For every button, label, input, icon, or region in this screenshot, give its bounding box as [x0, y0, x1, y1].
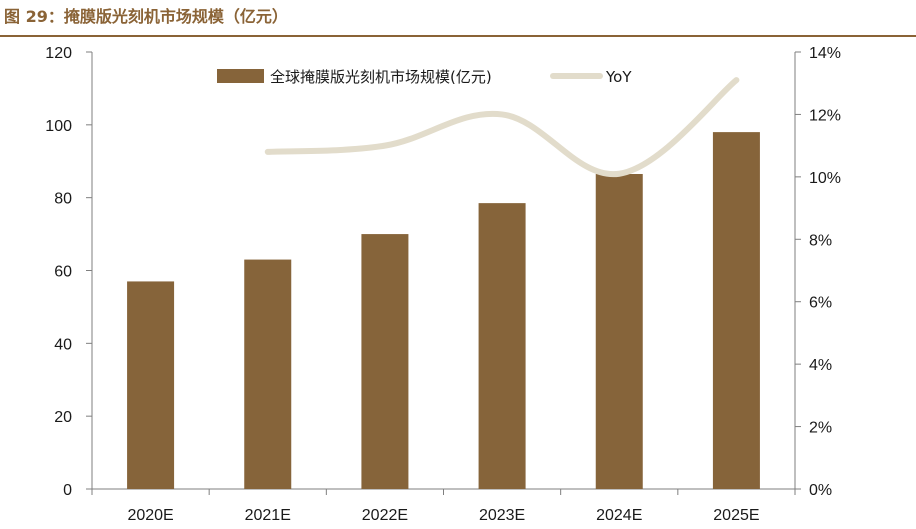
left-axis-tick-label: 60	[54, 264, 72, 281]
title-divider	[0, 35, 916, 37]
x-axis-tick-label: 2025E	[713, 507, 759, 524]
left-axis-tick-label: 20	[54, 409, 72, 426]
right-axis-tick-label: 4%	[809, 357, 832, 374]
right-axis-tick-label: 10%	[809, 170, 841, 187]
x-axis-tick-label: 2024E	[596, 507, 642, 524]
x-axis-tick-label: 2023E	[479, 507, 525, 524]
bar	[712, 132, 760, 489]
yoy-series	[264, 77, 740, 178]
left-axis-tick-label: 40	[54, 336, 72, 353]
x-axis-tick-label: 2021E	[245, 507, 291, 524]
bar	[127, 281, 175, 489]
left-axis-tick-label: 0	[63, 482, 72, 499]
x-axis-tick-label: 2022E	[362, 507, 408, 524]
left-axis-tick-label: 100	[45, 118, 72, 135]
bar	[361, 234, 409, 489]
left-axis-tick-label: 80	[54, 191, 72, 208]
right-axis-tick-label: 6%	[809, 295, 832, 312]
right-axis-tick-label: 0%	[809, 482, 832, 499]
chart-legend: 全球掩膜版光刻机市场规模(亿元) YoY	[217, 68, 632, 86]
legend-label-line: YoY	[605, 68, 632, 86]
figure-title: 图 29：掩膜版光刻机市场规模（亿元）	[4, 7, 288, 26]
legend-label-bar: 全球掩膜版光刻机市场规模(亿元)	[270, 68, 492, 86]
legend-swatch-bar	[217, 69, 264, 83]
x-axis-tick-label: 2020E	[127, 507, 173, 524]
bar	[595, 173, 643, 489]
bar	[244, 259, 292, 489]
yoy-line	[264, 77, 740, 178]
right-axis-tick-label: 2%	[809, 420, 832, 437]
right-axis-tick-label: 14%	[809, 45, 841, 62]
right-axis-tick-label: 8%	[809, 232, 832, 249]
chart-axes: 0 20 40 60 80 100 120 0% 2% 4% 6% 8% 10% 12% 14% 2020E 2…	[45, 45, 841, 524]
bar	[478, 203, 526, 490]
right-axis-tick-label: 12%	[809, 107, 841, 124]
bar-series	[127, 132, 760, 490]
left-axis-tick-label: 120	[45, 45, 72, 62]
